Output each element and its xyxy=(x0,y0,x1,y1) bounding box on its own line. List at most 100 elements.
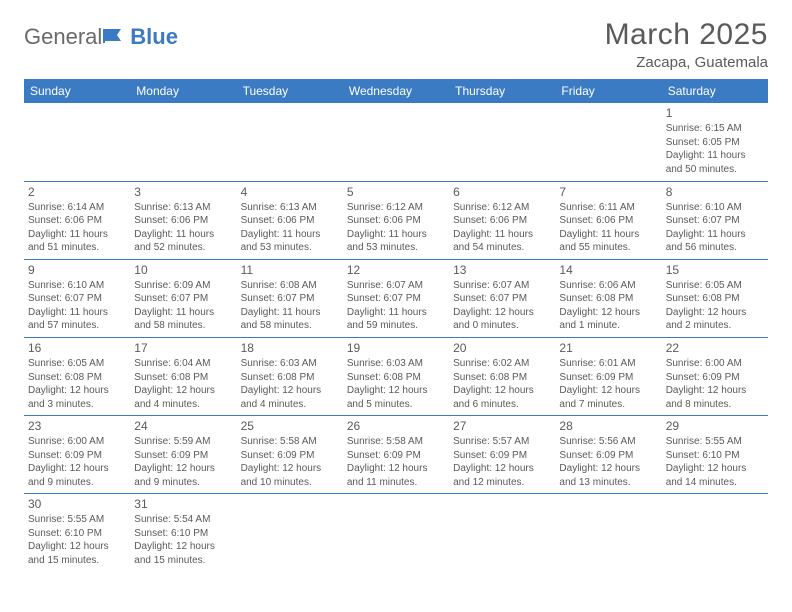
day-cell: 27Sunrise: 5:57 AMSunset: 6:09 PMDayligh… xyxy=(449,416,555,494)
daylight-line: Daylight: 12 hours and 4 minutes. xyxy=(134,384,232,411)
day-number: 29 xyxy=(666,418,764,434)
day-cell: 26Sunrise: 5:58 AMSunset: 6:09 PMDayligh… xyxy=(343,416,449,494)
sunset-line: Sunset: 6:06 PM xyxy=(347,214,445,228)
day-number: 31 xyxy=(134,496,232,512)
sunset-line: Sunset: 6:07 PM xyxy=(28,292,126,306)
daylight-line: Daylight: 12 hours and 13 minutes. xyxy=(559,462,657,489)
empty-cell xyxy=(343,494,449,572)
sunrise-line: Sunrise: 6:03 AM xyxy=(347,357,445,371)
sunrise-line: Sunrise: 5:54 AM xyxy=(134,513,232,527)
sunset-line: Sunset: 6:10 PM xyxy=(28,527,126,541)
day-cell: 30Sunrise: 5:55 AMSunset: 6:10 PMDayligh… xyxy=(24,494,130,572)
calendar-body: 1Sunrise: 6:15 AMSunset: 6:05 PMDaylight… xyxy=(24,103,768,572)
sunset-line: Sunset: 6:09 PM xyxy=(666,371,764,385)
sunrise-line: Sunrise: 5:56 AM xyxy=(559,435,657,449)
daylight-line: Daylight: 12 hours and 6 minutes. xyxy=(453,384,551,411)
sunset-line: Sunset: 6:08 PM xyxy=(559,292,657,306)
daylight-line: Daylight: 11 hours and 56 minutes. xyxy=(666,228,764,255)
day-number: 7 xyxy=(559,184,657,200)
day-number: 10 xyxy=(134,262,232,278)
sunset-line: Sunset: 6:09 PM xyxy=(453,449,551,463)
day-number: 12 xyxy=(347,262,445,278)
sunrise-line: Sunrise: 6:00 AM xyxy=(666,357,764,371)
daylight-line: Daylight: 11 hours and 50 minutes. xyxy=(666,149,764,176)
daylight-line: Daylight: 11 hours and 51 minutes. xyxy=(28,228,126,255)
day-number: 23 xyxy=(28,418,126,434)
empty-cell xyxy=(237,494,343,572)
sunrise-line: Sunrise: 5:59 AM xyxy=(134,435,232,449)
sunrise-line: Sunrise: 6:15 AM xyxy=(666,122,764,136)
day-cell: 20Sunrise: 6:02 AMSunset: 6:08 PMDayligh… xyxy=(449,337,555,415)
sunrise-line: Sunrise: 6:02 AM xyxy=(453,357,551,371)
sunrise-line: Sunrise: 6:09 AM xyxy=(134,279,232,293)
sunset-line: Sunset: 6:07 PM xyxy=(241,292,339,306)
sunrise-line: Sunrise: 5:55 AM xyxy=(28,513,126,527)
day-cell: 7Sunrise: 6:11 AMSunset: 6:06 PMDaylight… xyxy=(555,181,661,259)
day-cell: 11Sunrise: 6:08 AMSunset: 6:07 PMDayligh… xyxy=(237,259,343,337)
sunrise-line: Sunrise: 5:55 AM xyxy=(666,435,764,449)
sunrise-line: Sunrise: 6:10 AM xyxy=(666,201,764,215)
day-cell: 3Sunrise: 6:13 AMSunset: 6:06 PMDaylight… xyxy=(130,181,236,259)
daylight-line: Daylight: 12 hours and 4 minutes. xyxy=(241,384,339,411)
title-block: March 2025 Zacapa, Guatemala xyxy=(605,18,768,71)
daylight-line: Daylight: 12 hours and 15 minutes. xyxy=(134,540,232,567)
day-cell: 1Sunrise: 6:15 AMSunset: 6:05 PMDaylight… xyxy=(662,103,768,181)
sunset-line: Sunset: 6:07 PM xyxy=(134,292,232,306)
sunrise-line: Sunrise: 5:58 AM xyxy=(347,435,445,449)
daylight-line: Daylight: 12 hours and 5 minutes. xyxy=(347,384,445,411)
month-title: March 2025 xyxy=(605,18,768,52)
sunrise-line: Sunrise: 6:12 AM xyxy=(347,201,445,215)
daylight-line: Daylight: 12 hours and 9 minutes. xyxy=(134,462,232,489)
empty-cell xyxy=(662,494,768,572)
daylight-line: Daylight: 12 hours and 10 minutes. xyxy=(241,462,339,489)
sunrise-line: Sunrise: 6:05 AM xyxy=(666,279,764,293)
logo-text-general: General xyxy=(24,24,102,50)
day-number: 13 xyxy=(453,262,551,278)
day-number: 24 xyxy=(134,418,232,434)
daylight-line: Daylight: 12 hours and 15 minutes. xyxy=(28,540,126,567)
sunrise-line: Sunrise: 6:03 AM xyxy=(241,357,339,371)
day-number: 11 xyxy=(241,262,339,278)
day-number: 15 xyxy=(666,262,764,278)
sunset-line: Sunset: 6:09 PM xyxy=(28,449,126,463)
calendar-row: 30Sunrise: 5:55 AMSunset: 6:10 PMDayligh… xyxy=(24,494,768,572)
daylight-line: Daylight: 11 hours and 52 minutes. xyxy=(134,228,232,255)
day-number: 5 xyxy=(347,184,445,200)
day-header: Saturday xyxy=(662,79,768,103)
day-number: 3 xyxy=(134,184,232,200)
sunrise-line: Sunrise: 6:13 AM xyxy=(134,201,232,215)
sunset-line: Sunset: 6:07 PM xyxy=(453,292,551,306)
sunrise-line: Sunrise: 6:13 AM xyxy=(241,201,339,215)
sunrise-line: Sunrise: 6:10 AM xyxy=(28,279,126,293)
daylight-line: Daylight: 12 hours and 11 minutes. xyxy=(347,462,445,489)
day-cell: 6Sunrise: 6:12 AMSunset: 6:06 PMDaylight… xyxy=(449,181,555,259)
sunset-line: Sunset: 6:08 PM xyxy=(241,371,339,385)
daylight-line: Daylight: 11 hours and 58 minutes. xyxy=(134,306,232,333)
day-cell: 5Sunrise: 6:12 AMSunset: 6:06 PMDaylight… xyxy=(343,181,449,259)
day-cell: 25Sunrise: 5:58 AMSunset: 6:09 PMDayligh… xyxy=(237,416,343,494)
sunset-line: Sunset: 6:06 PM xyxy=(559,214,657,228)
day-number: 6 xyxy=(453,184,551,200)
day-number: 8 xyxy=(666,184,764,200)
sunrise-line: Sunrise: 6:12 AM xyxy=(453,201,551,215)
daylight-line: Daylight: 12 hours and 1 minute. xyxy=(559,306,657,333)
day-header: Monday xyxy=(130,79,236,103)
sunrise-line: Sunrise: 6:11 AM xyxy=(559,201,657,215)
daylight-line: Daylight: 12 hours and 3 minutes. xyxy=(28,384,126,411)
day-cell: 29Sunrise: 5:55 AMSunset: 6:10 PMDayligh… xyxy=(662,416,768,494)
sunset-line: Sunset: 6:08 PM xyxy=(28,371,126,385)
sunset-line: Sunset: 6:09 PM xyxy=(134,449,232,463)
day-header: Thursday xyxy=(449,79,555,103)
daylight-line: Daylight: 11 hours and 59 minutes. xyxy=(347,306,445,333)
daylight-line: Daylight: 11 hours and 57 minutes. xyxy=(28,306,126,333)
logo-text-blue: Blue xyxy=(130,24,178,50)
logo: General Blue xyxy=(24,24,178,50)
header: General Blue March 2025 Zacapa, Guatemal… xyxy=(24,18,768,71)
sunrise-line: Sunrise: 6:07 AM xyxy=(453,279,551,293)
sunrise-line: Sunrise: 6:06 AM xyxy=(559,279,657,293)
calendar-row: 2Sunrise: 6:14 AMSunset: 6:06 PMDaylight… xyxy=(24,181,768,259)
day-cell: 21Sunrise: 6:01 AMSunset: 6:09 PMDayligh… xyxy=(555,337,661,415)
sunrise-line: Sunrise: 6:07 AM xyxy=(347,279,445,293)
daylight-line: Daylight: 12 hours and 7 minutes. xyxy=(559,384,657,411)
sunset-line: Sunset: 6:06 PM xyxy=(28,214,126,228)
